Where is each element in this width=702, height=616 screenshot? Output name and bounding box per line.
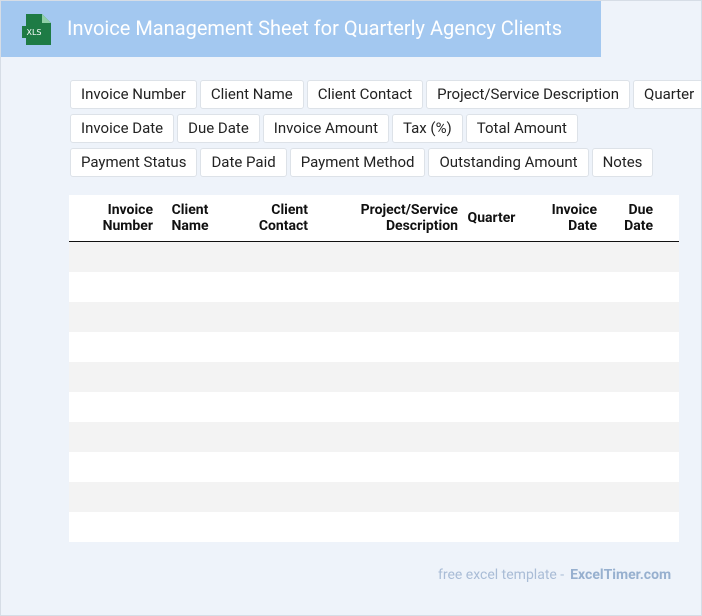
field-tags: Invoice Number Client Name Client Contact P…	[70, 80, 701, 182]
table-row	[69, 302, 679, 332]
field-tag: Payment Status	[70, 148, 198, 177]
field-tag: Quarter	[633, 80, 701, 109]
table-row	[69, 512, 679, 542]
table-body	[69, 242, 679, 542]
table-row	[69, 272, 679, 302]
footer-brand: ExcelTimer.com	[570, 567, 672, 583]
field-tag: Tax (%)	[391, 114, 463, 143]
field-tag: Project/Service Description	[426, 80, 631, 109]
xls-icon: XLS	[22, 14, 51, 45]
footer-text: free excel template -	[438, 567, 565, 583]
field-tag: Notes	[591, 148, 654, 177]
field-tag: Payment Method	[289, 148, 426, 177]
column-header: Invoice Date	[551, 202, 597, 234]
tag-row: Payment Status Date Paid Payment Method Out…	[70, 148, 701, 177]
table: Invoice Number Client Name Client Contact P…	[69, 195, 679, 542]
field-tag: Client Name	[199, 80, 304, 109]
table-row	[69, 482, 679, 512]
field-tag: Client Contact	[306, 80, 424, 109]
field-tag: Outstanding Amount	[428, 148, 589, 177]
table-header: Invoice Number Client Name Client Contact P…	[69, 195, 679, 242]
table-row	[69, 392, 679, 422]
column-header: Client Name	[171, 202, 209, 234]
field-tag: Due Date	[177, 114, 260, 143]
column-header: Due Date	[624, 202, 653, 234]
header: XLS Invoice Management Sheet for Quarter…	[1, 1, 601, 57]
field-tag: Invoice Amount	[262, 114, 389, 143]
column-header: Invoice Number	[102, 202, 153, 234]
tag-row: Invoice Number Client Name Client Contact P…	[70, 80, 701, 109]
footer: free excel template - ExcelTimer.com	[438, 567, 671, 583]
column-header: Client Contact	[258, 202, 308, 234]
table-row	[69, 362, 679, 392]
title: Invoice Management Sheet for Quarterly A…	[67, 16, 563, 40]
column-header: Project/Service Description	[360, 202, 458, 234]
column-header: Quarter	[467, 210, 516, 226]
table-row	[69, 422, 679, 452]
field-tag: Invoice Number	[70, 80, 197, 109]
table-row	[69, 242, 679, 272]
field-tag: Invoice Date	[70, 114, 175, 143]
table-row	[69, 332, 679, 362]
tag-row: Invoice Date Due Date Invoice Amount Tax (%…	[70, 114, 701, 143]
table-row	[69, 452, 679, 482]
field-tag: Date Paid	[200, 148, 287, 177]
field-tag: Total Amount	[465, 114, 578, 143]
icon-label: XLS	[26, 28, 41, 37]
